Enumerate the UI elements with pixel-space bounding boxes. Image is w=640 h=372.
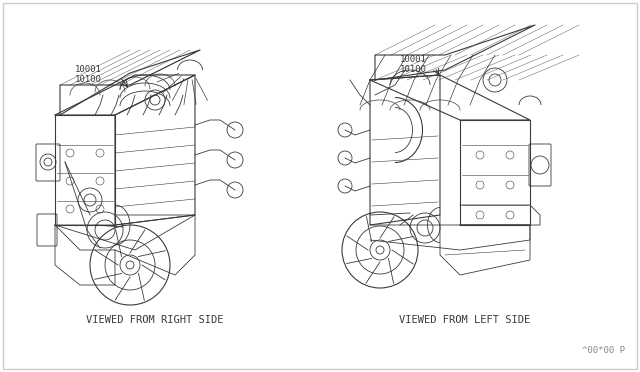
Text: ^00*00 P: ^00*00 P <box>582 346 625 355</box>
Text: 10100: 10100 <box>75 75 102 84</box>
Text: VIEWED FROM RIGHT SIDE: VIEWED FROM RIGHT SIDE <box>86 315 224 325</box>
Text: 10100: 10100 <box>400 65 427 74</box>
Text: 10001: 10001 <box>400 55 427 64</box>
Text: VIEWED FROM LEFT SIDE: VIEWED FROM LEFT SIDE <box>399 315 531 325</box>
Text: 10001: 10001 <box>75 65 102 74</box>
